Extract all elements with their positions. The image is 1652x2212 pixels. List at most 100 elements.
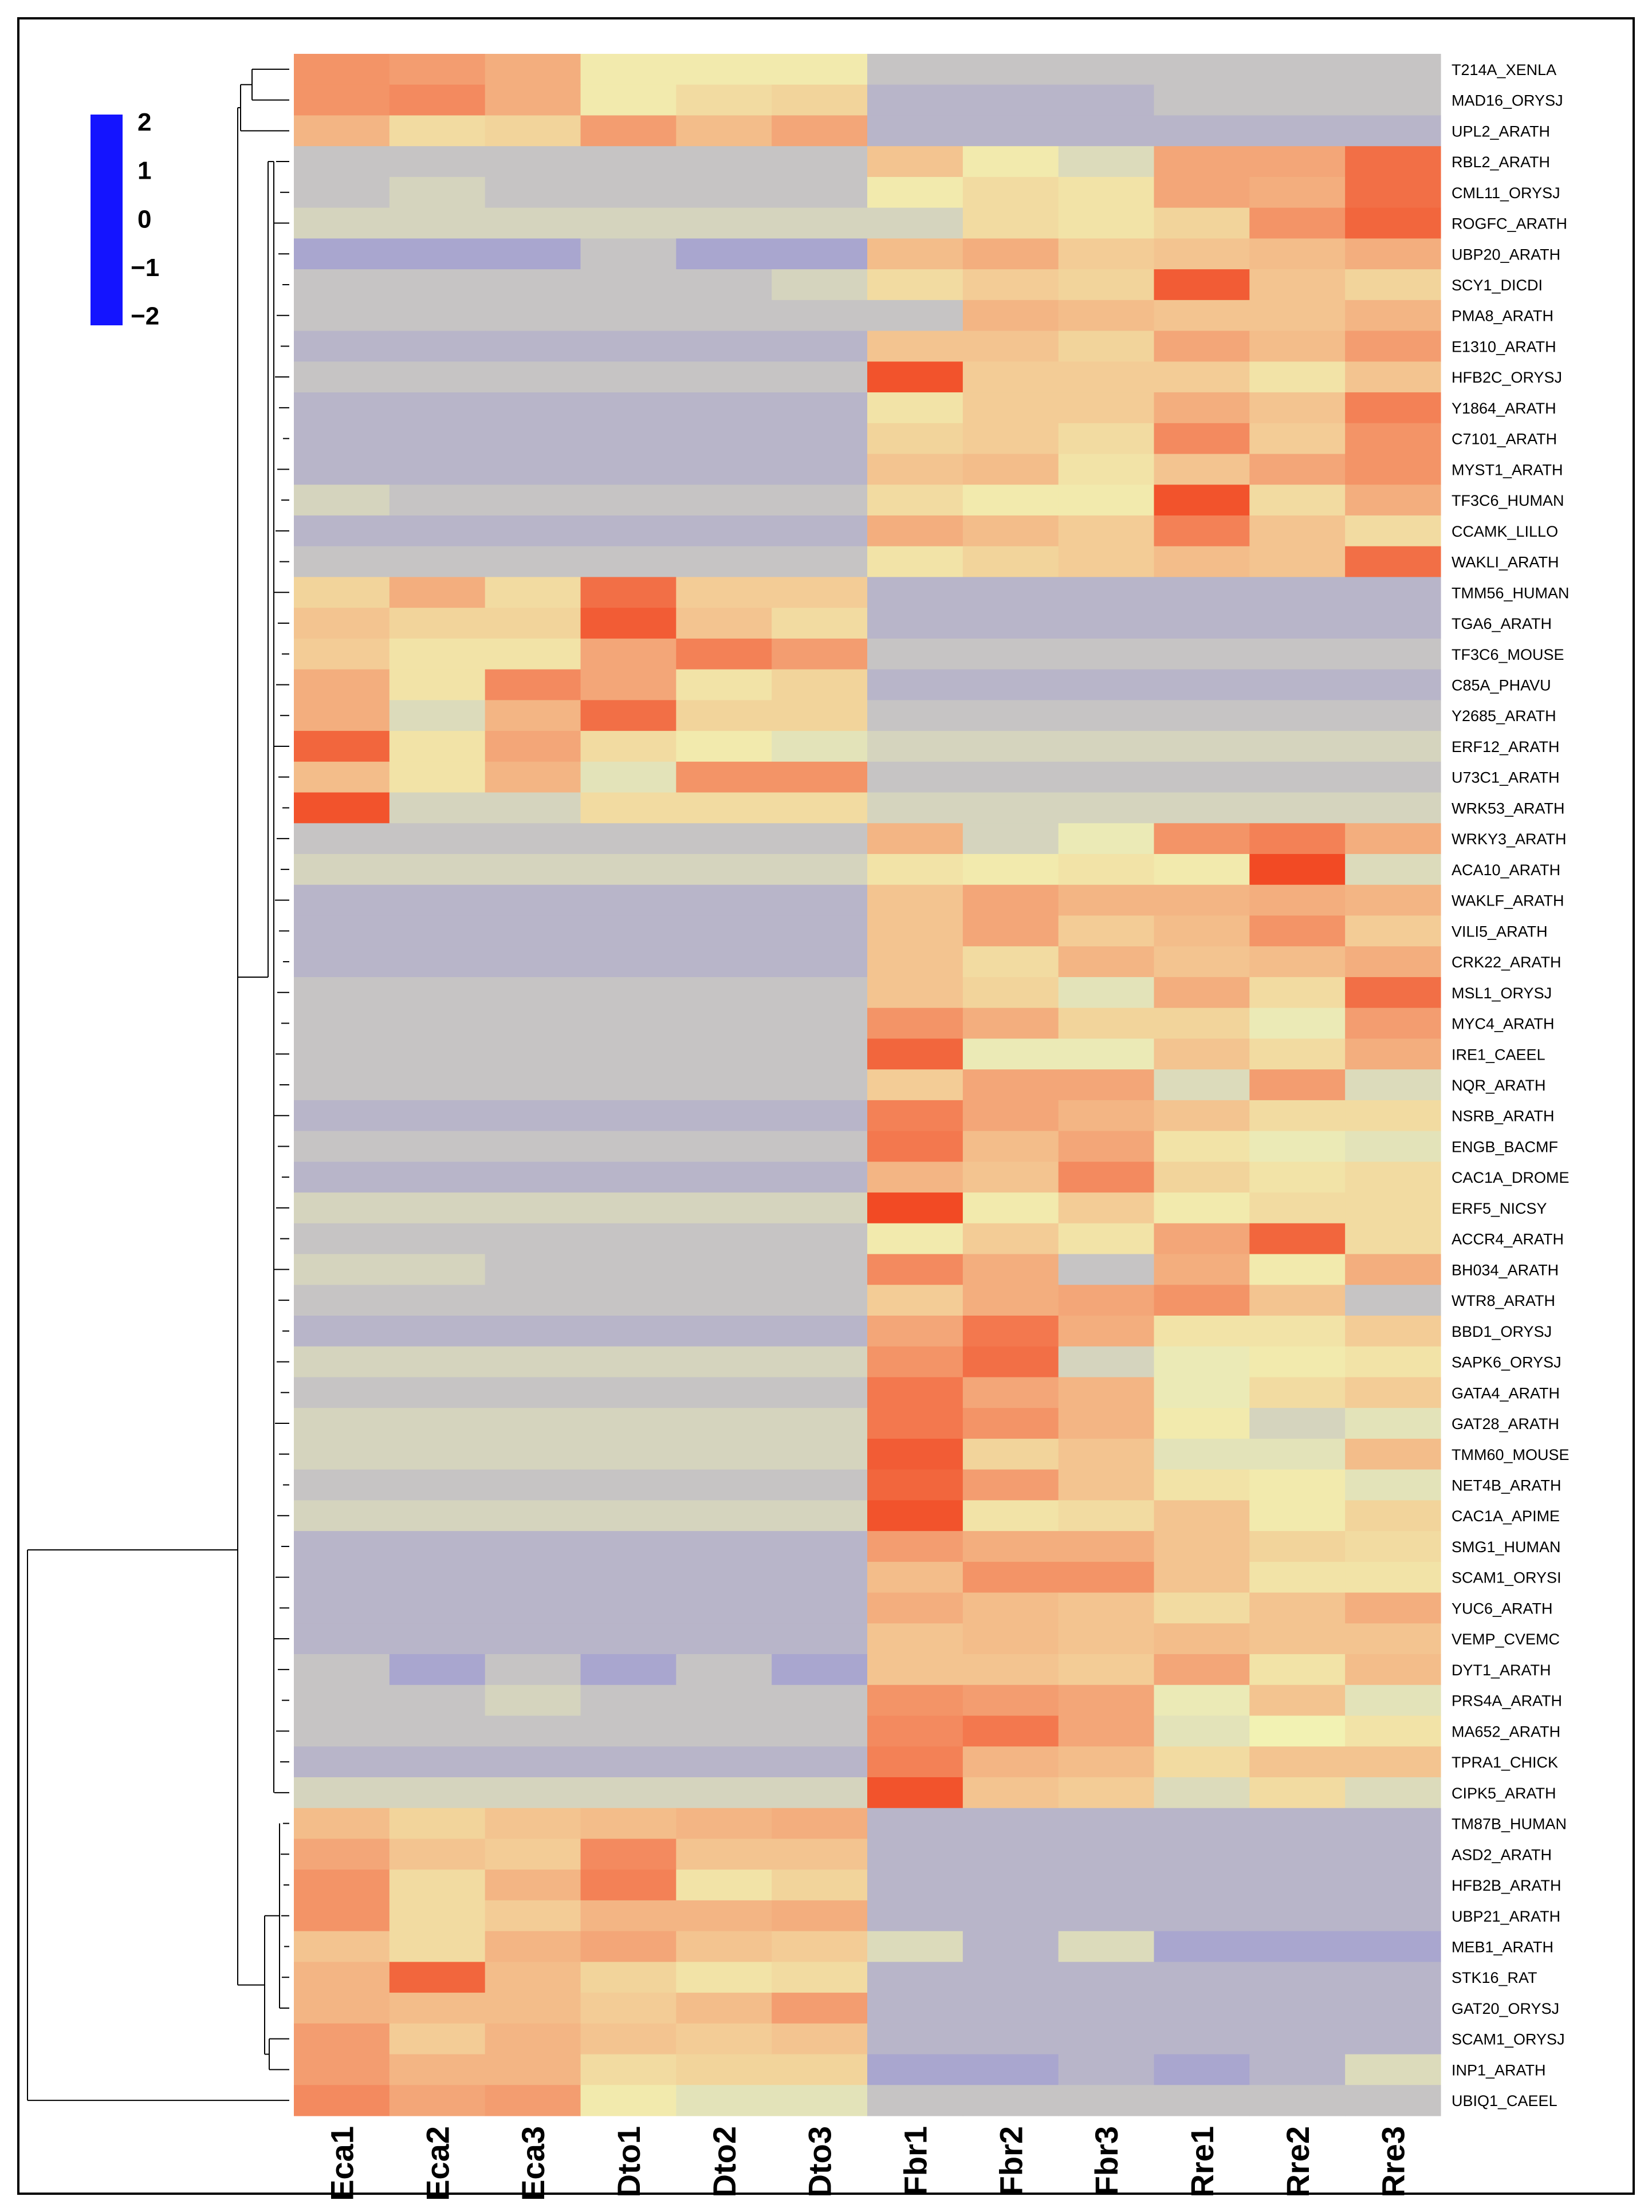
- heatmap-cell-ENGB_BACMF-Eca2: [389, 1131, 486, 1162]
- heatmap-cell-STK16_RAT-Dto3: [772, 1962, 868, 1993]
- heatmap-cell-WRK53_ARATH-Rre3: [1345, 792, 1441, 824]
- heatmap-cell-ERF5_NICSY-Rre1: [1154, 1192, 1250, 1224]
- heatmap-cell-C7101_ARATH-Fbr3: [1058, 423, 1155, 455]
- heatmap-cell-NSRB_ARATH-Dto1: [580, 1100, 676, 1132]
- heatmap-cell-WTR8_ARATH-Eca1: [294, 1285, 390, 1316]
- row-label: HFB2B_ARATH: [1452, 1877, 1561, 1894]
- heatmap-cell-SMG1_HUMAN-Dto3: [772, 1531, 868, 1562]
- heatmap-cell-MEB1_ARATH-Fbr3: [1058, 1931, 1155, 1962]
- heatmap-cell-PMA8_ARATH-Rre3: [1345, 300, 1441, 332]
- heatmap-cell-BH034_ARATH-Rre2: [1249, 1254, 1346, 1285]
- heatmap-cell-VEMP_CVEMC-Eca2: [389, 1623, 486, 1655]
- heatmap-cell-CRK22_ARATH-Eca1: [294, 946, 390, 978]
- heatmap-cell-BH034_ARATH-Fbr1: [867, 1254, 963, 1285]
- row-label: C7101_ARATH: [1452, 431, 1557, 448]
- heatmap-cell-T214A_XENLA-Fbr3: [1058, 54, 1155, 85]
- heatmap-cell-WRK53_ARATH-Fbr2: [962, 792, 1059, 824]
- heatmap-cell-SMG1_HUMAN-Eca1: [294, 1531, 390, 1562]
- heatmap-cell-MYST1_ARATH-Eca1: [294, 454, 390, 485]
- heatmap-cell-SMG1_HUMAN-Dto1: [580, 1531, 676, 1562]
- heatmap-cell-UBP21_ARATH-Dto3: [772, 1900, 868, 1932]
- heatmap-cell-RBL2_ARATH-Dto2: [676, 146, 772, 178]
- heatmap-cell-MAD16_ORYSJ-Eca2: [389, 84, 486, 116]
- heatmap-cell-SCAM1_ORYSI-Dto2: [676, 1561, 772, 1593]
- heatmap-cell-NQR_ARATH-Rre1: [1154, 1069, 1250, 1101]
- heatmap-cell-SCAM1_ORYSJ-Dto3: [772, 2023, 868, 2055]
- heatmap-cell-WRKY3_ARATH-Eca1: [294, 823, 390, 855]
- heatmap-cell-T214A_XENLA-Fbr1: [867, 54, 963, 85]
- heatmap-cell-WRKY3_ARATH-Fbr1: [867, 823, 963, 855]
- heatmap-cell-MA652_ARATH-Rre2: [1249, 1715, 1346, 1747]
- row-label: NET4B_ARATH: [1452, 1477, 1561, 1494]
- heatmap-cell-C7101_ARATH-Dto3: [772, 423, 868, 455]
- heatmap-cell-TF3C6_MOUSE-Dto2: [676, 638, 772, 670]
- heatmap-cell-CAC1A_DROME-Rre2: [1249, 1162, 1346, 1193]
- heatmap-cell-MA652_ARATH-Eca2: [389, 1715, 486, 1747]
- color-legend-bar: [91, 115, 123, 325]
- heatmap-cell-UPL2_ARATH-Eca1: [294, 115, 390, 147]
- heatmap-cell-HFB2B_ARATH-Fbr3: [1058, 1869, 1155, 1901]
- heatmap-cell-ERF5_NICSY-Eca2: [389, 1192, 486, 1224]
- heatmap-cell-UBP21_ARATH-Dto2: [676, 1900, 772, 1932]
- heatmap-cell-GAT28_ARATH-Dto1: [580, 1408, 676, 1439]
- heatmap-cell-UBP21_ARATH-Eca3: [485, 1900, 581, 1932]
- heatmap-cell-ASD2_ARATH-Eca1: [294, 1839, 390, 1870]
- heatmap-cell-TMM56_HUMAN-Fbr3: [1058, 577, 1155, 608]
- heatmap-cell-RBL2_ARATH-Eca1: [294, 146, 390, 178]
- heatmap-cell-SMG1_HUMAN-Fbr1: [867, 1531, 963, 1562]
- heatmap-cell-UBP20_ARATH-Eca2: [389, 238, 486, 270]
- heatmap-cell-Y2685_ARATH-Rre3: [1345, 700, 1441, 731]
- heatmap-cell-MEB1_ARATH-Dto3: [772, 1931, 868, 1962]
- heatmap-cell-VEMP_CVEMC-Fbr1: [867, 1623, 963, 1655]
- heatmap-cell-ASD2_ARATH-Rre2: [1249, 1839, 1346, 1870]
- heatmap-cell-E1310_ARATH-Eca3: [485, 330, 581, 362]
- heatmap-cell-CML11_ORYSJ-Fbr1: [867, 176, 963, 208]
- heatmap-cell-T214A_XENLA-Dto2: [676, 54, 772, 85]
- heatmap-cell-ERF5_NICSY-Dto3: [772, 1192, 868, 1224]
- heatmap-cell-UBIQ1_CAEEL-Fbr1: [867, 2085, 963, 2116]
- heatmap-cell-UBP21_ARATH-Fbr1: [867, 1900, 963, 1932]
- row-label: SCAM1_ORYSJ: [1452, 2031, 1565, 2048]
- heatmap-cell-TMM60_MOUSE-Fbr1: [867, 1438, 963, 1470]
- heatmap-cell-GAT28_ARATH-Rre2: [1249, 1408, 1346, 1439]
- heatmap-cell-GAT20_ORYSJ-Eca3: [485, 1993, 581, 2024]
- heatmap-cell-ENGB_BACMF-Fbr2: [962, 1131, 1059, 1162]
- heatmap-cell-UBIQ1_CAEEL-Rre1: [1154, 2085, 1250, 2116]
- heatmap-cell-VEMP_CVEMC-Dto3: [772, 1623, 868, 1655]
- heatmap-cell-STK16_RAT-Eca3: [485, 1962, 581, 1993]
- heatmap-cell-ROGFC_ARATH-Rre2: [1249, 207, 1346, 239]
- heatmap-cell-ACCR4_ARATH-Eca3: [485, 1223, 581, 1255]
- heatmap-cell-C85A_PHAVU-Dto3: [772, 669, 868, 700]
- heatmap-cell-WTR8_ARATH-Dto1: [580, 1285, 676, 1316]
- row-label: WTR8_ARATH: [1452, 1292, 1555, 1309]
- heatmap-cell-WAKLF_ARATH-Rre1: [1154, 884, 1250, 916]
- heatmap-cell-YUC6_ARATH-Eca2: [389, 1592, 486, 1624]
- heatmap-cell-TF3C6_MOUSE-Eca3: [485, 638, 581, 670]
- row-label: TPRA1_CHICK: [1452, 1754, 1558, 1771]
- heatmap-cell-CIPK5_ARATH-Fbr3: [1058, 1777, 1155, 1809]
- heatmap-cell-BBD1_ORYSJ-Fbr3: [1058, 1315, 1155, 1347]
- heatmap-cell-ACCR4_ARATH-Dto1: [580, 1223, 676, 1255]
- heatmap-cell-GAT20_ORYSJ-Eca1: [294, 1993, 390, 2024]
- row-label: Y1864_ARATH: [1452, 400, 1556, 417]
- heatmap-cell-MSL1_ORYSJ-Rre2: [1249, 977, 1346, 1009]
- heatmap-cell-UBP21_ARATH-Fbr3: [1058, 1900, 1155, 1932]
- heatmap-cell-TGA6_ARATH-Eca1: [294, 608, 390, 639]
- row-label: GATA4_ARATH: [1452, 1384, 1560, 1402]
- heatmap-cell-SCY1_DICDI-Fbr3: [1058, 269, 1155, 301]
- heatmap-cell-CAC1A_APIME-Rre3: [1345, 1500, 1441, 1532]
- heatmap-cell-E1310_ARATH-Eca2: [389, 330, 486, 362]
- heatmap-cell-SCAM1_ORYSI-Dto3: [772, 1561, 868, 1593]
- heatmap-cell-VEMP_CVEMC-Rre1: [1154, 1623, 1250, 1655]
- heatmap-cell-NSRB_ARATH-Rre3: [1345, 1100, 1441, 1132]
- heatmap-cell-NSRB_ARATH-Rre1: [1154, 1100, 1250, 1132]
- heatmap-cell-INP1_ARATH-Fbr1: [867, 2054, 963, 2085]
- heatmap-cell-STK16_RAT-Rre2: [1249, 1962, 1346, 1993]
- heatmap-cell-DYT1_ARATH-Eca3: [485, 1654, 581, 1686]
- heatmap-cell-ROGFC_ARATH-Dto1: [580, 207, 676, 239]
- heatmap-cell-ACA10_ARATH-Dto1: [580, 854, 676, 885]
- heatmap-cell-ENGB_BACMF-Eca3: [485, 1131, 581, 1162]
- heatmap-cell-TPRA1_CHICK-Dto2: [676, 1746, 772, 1778]
- heatmap-cell-Y1864_ARATH-Dto2: [676, 392, 772, 424]
- heatmap-cell-ACCR4_ARATH-Eca1: [294, 1223, 390, 1255]
